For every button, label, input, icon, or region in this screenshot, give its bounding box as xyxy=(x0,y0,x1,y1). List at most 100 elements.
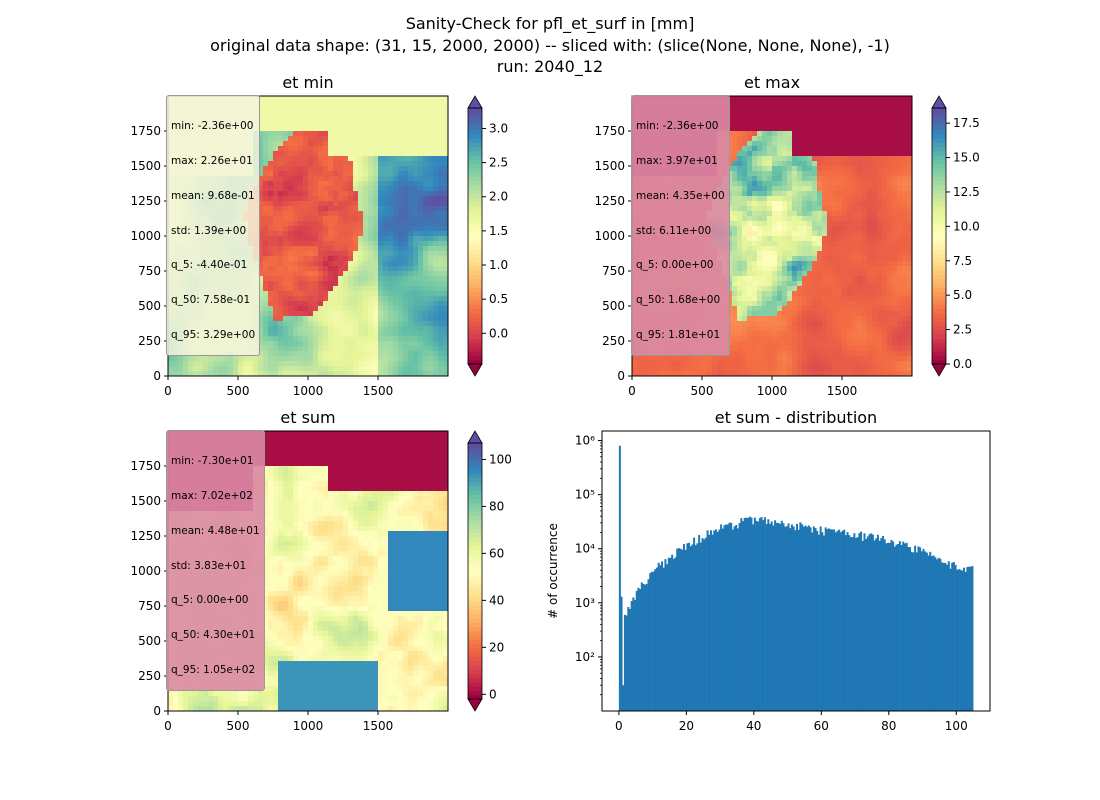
colorbar-segment xyxy=(932,329,946,335)
y-tick-label: 1000 xyxy=(594,229,625,243)
etmax-stat-line: std: 6.11e+00 xyxy=(636,224,712,237)
histogram-bar xyxy=(817,534,820,711)
y-tick-label: 1000 xyxy=(130,564,161,578)
histogram-bar xyxy=(868,534,871,711)
colorbar-segment xyxy=(468,321,482,327)
colorbar-segment xyxy=(932,197,946,203)
colorbar-extend-top xyxy=(467,430,483,444)
colorbar-segment xyxy=(468,455,482,461)
histogram-bar xyxy=(843,529,846,711)
colorbar-segment xyxy=(932,240,946,246)
histogram-bar xyxy=(969,566,972,711)
histogram-bar xyxy=(693,537,696,711)
histogram-bar xyxy=(905,542,908,711)
colorbar-segment xyxy=(468,167,482,173)
x-tick-label: 20 xyxy=(679,719,694,733)
histogram-bar xyxy=(623,614,626,711)
histogram-bar xyxy=(909,547,912,711)
colorbar-segment xyxy=(932,223,946,229)
colorbar-segment xyxy=(468,498,482,504)
colorbar-segment xyxy=(468,137,482,143)
histogram-bar xyxy=(666,564,669,711)
histogram-bar xyxy=(699,542,702,711)
figure-suptitle-line2: original data shape: (31, 15, 2000, 2000… xyxy=(210,36,890,55)
colorbar-segment xyxy=(468,172,482,177)
colorbar-segment xyxy=(468,664,482,670)
colorbar-segment xyxy=(468,613,482,619)
histogram-bar xyxy=(952,562,955,711)
histogram-bar xyxy=(882,535,885,711)
histogram-bar xyxy=(689,546,692,711)
histogram-bar xyxy=(657,562,660,711)
histogram-bar xyxy=(775,522,778,711)
colorbar-segment xyxy=(468,528,482,534)
histogram-bar xyxy=(748,516,751,711)
colorbar-tick-label: 1.0 xyxy=(489,258,508,272)
colorbar-segment xyxy=(468,571,482,576)
colorbar-segment xyxy=(932,253,946,258)
histogram-bar xyxy=(750,517,753,711)
colorbar-segment xyxy=(468,244,482,250)
histogram-bar xyxy=(949,568,952,711)
histogram-bar xyxy=(927,555,930,711)
histogram-bar xyxy=(674,557,677,711)
histogram-bar xyxy=(787,523,790,711)
histogram-bar xyxy=(855,537,858,711)
y-tick-label: 0 xyxy=(153,704,161,718)
histogram-bar xyxy=(797,529,800,711)
colorbar-segment xyxy=(468,359,482,365)
colorbar-segment xyxy=(468,342,482,348)
etmax-axis-ticks: 0 500 1000 1500 0 250 500 750 1000 1250 1500 1750 xyxy=(594,124,857,398)
y-tick-label: 1500 xyxy=(130,494,161,508)
colorbar-segment xyxy=(468,447,482,453)
etmin-stat-line: min: -2.36e+00 xyxy=(171,120,254,133)
histogram-bar xyxy=(760,517,763,711)
colorbar-segment xyxy=(468,154,482,160)
histogram-bar xyxy=(888,542,891,711)
colorbar-segment xyxy=(468,558,482,564)
histogram-bar xyxy=(740,518,743,711)
x-tick-label: 1500 xyxy=(363,719,394,733)
colorbar-segment xyxy=(468,545,482,551)
histogram-bar xyxy=(733,526,736,711)
y-tick-label: 1250 xyxy=(594,194,625,208)
colorbar-segment xyxy=(468,338,482,344)
colorbar-segment xyxy=(932,184,946,190)
colorbar-segment xyxy=(468,304,482,310)
histogram-bar xyxy=(890,539,893,711)
colorbar-segment xyxy=(468,317,482,322)
colorbar-segment xyxy=(468,468,482,474)
etsum-axis-ticks: 0 500 1000 1500 0 250 500 750 1000 1250 1500 1750 xyxy=(130,459,393,733)
histogram-bar xyxy=(769,523,771,711)
distribution-axis-ticks: 0 20 40 60 80 100 10² 10³ 10⁴ 10⁵ 10⁶ xyxy=(575,434,968,733)
colorbar-segment xyxy=(468,291,482,297)
histogram-bar xyxy=(944,562,947,711)
histogram-bar xyxy=(770,521,773,711)
colorbar-segment xyxy=(932,321,946,327)
colorbar-tick-label: 80 xyxy=(489,499,504,513)
colorbar-segment xyxy=(932,308,946,314)
colorbar-segment xyxy=(468,443,482,448)
colorbar-segment xyxy=(932,265,946,271)
histogram-bar xyxy=(936,559,939,711)
histogram-bar xyxy=(885,543,888,711)
histogram-bar xyxy=(865,538,868,711)
colorbar-segment xyxy=(468,240,482,246)
colorbar-segment xyxy=(468,489,482,495)
histogram-bar xyxy=(858,533,861,711)
histogram-bar xyxy=(721,528,724,711)
colorbar-segment xyxy=(932,355,946,361)
histogram-bar xyxy=(794,530,797,711)
histogram-bar xyxy=(947,561,950,711)
colorbar-segment xyxy=(468,180,482,186)
y-tick-label: 1250 xyxy=(130,194,161,208)
etmax-stats-box: min: -2.36e+00 max: 3.97e+01 mean: 4.35e… xyxy=(631,95,730,357)
colorbar-extend-top xyxy=(467,95,483,109)
histogram-bar xyxy=(772,525,775,711)
distribution-bars xyxy=(618,445,974,711)
colorbar-tick-label: 0.0 xyxy=(489,326,508,340)
histogram-bar xyxy=(681,549,684,711)
distribution-axes-frame xyxy=(601,430,991,712)
colorbar-segment xyxy=(932,201,946,207)
histogram-bar xyxy=(704,537,707,711)
